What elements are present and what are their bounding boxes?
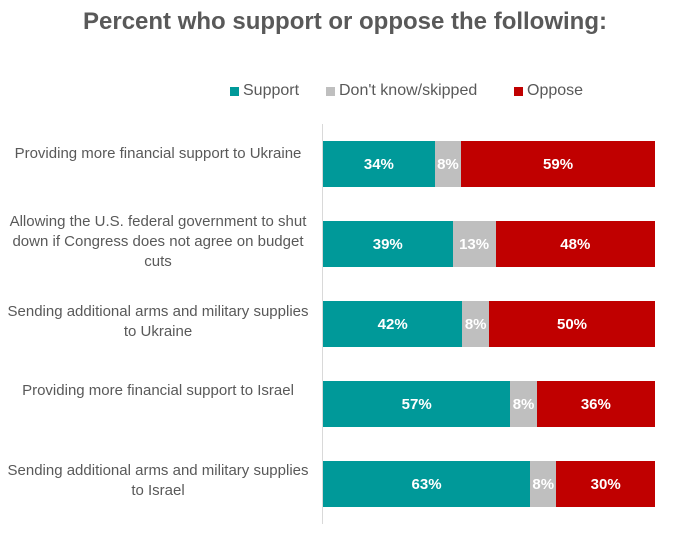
bar-segment: 30% <box>556 461 655 507</box>
bar-segment: 8% <box>462 301 489 347</box>
data-label: 63% <box>411 475 442 493</box>
bar-segment: 8% <box>510 381 537 427</box>
category-axis-line <box>322 124 323 524</box>
legend-label-oppose: Oppose <box>527 82 584 99</box>
data-label: 8% <box>512 395 535 413</box>
legend-item-support: Support <box>230 82 299 100</box>
data-label: 36% <box>580 395 611 413</box>
bar-segment: 13% <box>452 221 496 267</box>
data-label: 42% <box>377 315 408 333</box>
bar-segment: 63% <box>323 461 531 507</box>
data-label: 48% <box>560 235 591 253</box>
bar-segment: 8% <box>434 141 462 187</box>
data-label: 8% <box>532 475 555 493</box>
bar-segment: 42% <box>323 301 463 347</box>
bar-segment: 34% <box>323 141 435 187</box>
data-label: 57% <box>401 395 432 413</box>
category-label: Allowing the U.S. federal government to … <box>9 213 307 270</box>
legend-item-dont-know: Don't know/skipped <box>326 82 477 100</box>
data-label: 30% <box>590 475 621 493</box>
data-label: 59% <box>543 155 574 173</box>
chart-title: Percent who support or oppose the follow… <box>83 8 607 35</box>
data-label: 39% <box>372 235 403 253</box>
data-label: 8% <box>464 315 487 333</box>
category-label: Providing more financial support to Ukra… <box>14 145 302 162</box>
legend-label-support: Support <box>243 82 300 99</box>
data-label: 8% <box>437 155 459 173</box>
bar-segment: 59% <box>461 141 655 187</box>
bar-segment: 50% <box>489 301 655 347</box>
legend-item-oppose: Oppose <box>514 82 583 100</box>
legend-swatch-dont-know <box>326 86 335 96</box>
legend-swatch-support <box>230 86 239 96</box>
bar-segment: 48% <box>495 221 655 267</box>
legend-swatch-oppose <box>514 86 523 96</box>
bar-segment: 8% <box>530 461 557 507</box>
category-label: Sending additional arms and military sup… <box>7 303 309 340</box>
bar-segment: 57% <box>323 381 511 427</box>
legend-label-dont-know: Don't know/skipped <box>339 82 478 99</box>
data-label: 50% <box>556 315 588 333</box>
legend: Support Don't know/skipped Oppose <box>0 82 690 102</box>
data-label: 34% <box>363 155 394 173</box>
bar-segment: 39% <box>323 221 453 267</box>
category-label: Sending additional arms and military sup… <box>7 462 309 499</box>
bar-segment: 36% <box>536 381 655 427</box>
data-label: 13% <box>459 235 490 253</box>
category-label: Providing more financial support to Isra… <box>22 382 294 399</box>
